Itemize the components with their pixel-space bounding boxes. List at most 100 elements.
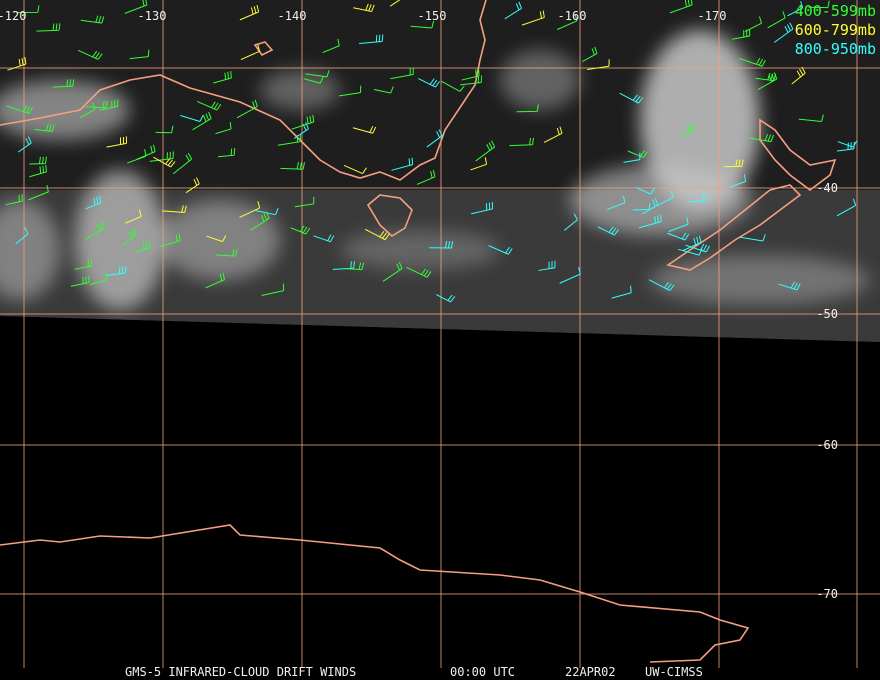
- wind-barb: [787, 1, 804, 17]
- wind-barb: [749, 133, 774, 143]
- wind-barb: [36, 23, 61, 32]
- wind-barb: [5, 194, 23, 206]
- wind-barb: [239, 4, 260, 21]
- wind-barb: [563, 213, 578, 231]
- wind-barb: [250, 211, 270, 231]
- wind-barb: [418, 78, 440, 88]
- wind-barb: [559, 267, 581, 284]
- longitude-label: -170: [698, 9, 727, 23]
- wind-barb: [382, 261, 403, 282]
- wind-barb: [460, 75, 483, 86]
- wind-barb: [105, 265, 127, 276]
- wind-barb: [180, 115, 204, 122]
- longitude-label: -150: [418, 9, 447, 23]
- wind-barb: [373, 86, 394, 94]
- legend-entry: 800-950mb: [795, 40, 876, 58]
- cloud-image: [0, 0, 880, 342]
- wind-barb: [416, 169, 436, 185]
- wind-barb: [129, 49, 150, 60]
- longitude-label: -130: [138, 9, 167, 23]
- wind-barb: [632, 202, 651, 211]
- footer-text: UW-CIMSS: [645, 665, 703, 679]
- wind-barb: [185, 177, 200, 194]
- wind-barb: [70, 275, 90, 287]
- wind-barb: [74, 259, 92, 270]
- wind-barb: [213, 70, 232, 84]
- wind-barb: [99, 99, 119, 111]
- wind-barb: [406, 266, 432, 278]
- footer-text: 22APR02: [565, 665, 616, 679]
- wind-barb: [122, 227, 137, 246]
- wind-barb: [623, 152, 641, 163]
- wind-barb: [587, 59, 610, 70]
- wind-barb: [216, 248, 238, 257]
- wind-barb: [836, 198, 857, 217]
- wind-barb: [739, 57, 766, 67]
- wind-barb: [638, 214, 662, 229]
- wind-barb: [28, 184, 49, 201]
- wind-barb: [778, 281, 801, 291]
- wind-barb: [343, 262, 365, 271]
- wind-barb: [682, 235, 702, 252]
- wind-barb: [294, 196, 315, 208]
- wind-barb: [441, 80, 465, 92]
- wind-barb: [429, 240, 454, 249]
- wind-barb: [678, 248, 703, 256]
- longitude-label: -120: [0, 9, 26, 23]
- footer-text: 00:00 UTC: [450, 665, 515, 679]
- wind-barb: [611, 285, 632, 299]
- wind-barb: [52, 79, 75, 88]
- legend-entry: 400-599mb: [795, 2, 876, 20]
- latitude-label: -60: [816, 438, 838, 452]
- wind-barb: [461, 68, 480, 81]
- wind-barb: [635, 186, 655, 195]
- wind-barb: [755, 72, 777, 82]
- wind-barb: [364, 228, 390, 241]
- wind-barb: [7, 57, 27, 71]
- wind-barb: [678, 122, 696, 138]
- wind-barb: [837, 140, 858, 148]
- wind-barb: [162, 205, 187, 213]
- wind-barb: [153, 156, 176, 168]
- wind-barb: [133, 240, 151, 253]
- wind-barb: [85, 195, 102, 210]
- wind-barb: [619, 92, 644, 104]
- coastlines: [0, 0, 837, 663]
- wind-barb: [303, 76, 324, 84]
- wind-barb: [475, 140, 496, 162]
- longitude-label: -140: [278, 9, 307, 23]
- wind-barb: [17, 136, 32, 153]
- wind-barb: [557, 14, 578, 30]
- wind-barb: [352, 125, 377, 134]
- wind-barb: [488, 245, 513, 255]
- wind-barb: [34, 123, 55, 132]
- wind-barb: [353, 3, 375, 12]
- wind-barbs: [5, 0, 858, 303]
- wind-barb: [29, 156, 47, 165]
- wind-barb: [291, 114, 315, 130]
- wind-barb: [215, 121, 232, 135]
- latitude-label: -70: [816, 587, 838, 601]
- wind-barb: [436, 294, 456, 303]
- wind-barb: [689, 193, 707, 203]
- wind-barb: [159, 233, 181, 247]
- wind-barb: [732, 28, 751, 40]
- wind-barb: [155, 125, 174, 134]
- wind-barb: [808, 0, 830, 9]
- wind-barb: [16, 5, 40, 13]
- latitude-label: -50: [816, 307, 838, 321]
- wind-barb: [521, 10, 545, 26]
- wind-barb: [240, 44, 261, 60]
- wind-barb: [627, 150, 648, 159]
- footer-text: GMS-5 INFRARED-CLOUD DRIFT WINDS: [125, 665, 356, 679]
- latitude-label: -40: [816, 181, 838, 195]
- wind-barb: [509, 137, 534, 147]
- wind-barb: [516, 104, 539, 113]
- wind-barb: [236, 99, 258, 119]
- wind-barb: [136, 144, 156, 160]
- wind-barb: [125, 209, 142, 224]
- wind-barb: [85, 100, 108, 109]
- wind-barb: [84, 221, 105, 240]
